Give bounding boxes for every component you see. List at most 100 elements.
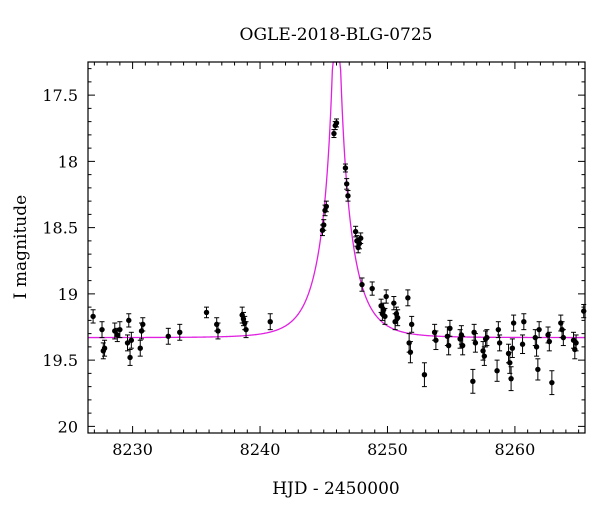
data-marker — [333, 120, 340, 126]
x-axis-label: HJD - 2450000 — [272, 479, 400, 499]
data-marker — [267, 319, 273, 325]
data-point — [471, 323, 477, 341]
data-marker — [137, 345, 143, 351]
data-marker — [90, 313, 96, 320]
data-point — [243, 321, 249, 339]
y-axis-label: I magnitude — [11, 195, 31, 299]
data-marker — [431, 329, 438, 335]
data-point — [99, 321, 105, 339]
data-marker — [99, 326, 105, 333]
data-point — [369, 281, 375, 296]
data-point — [573, 334, 579, 352]
data-point — [472, 333, 479, 353]
data-marker — [114, 332, 121, 338]
y-tick-label: 18 — [58, 152, 78, 171]
data-marker — [421, 372, 428, 378]
data-point — [127, 349, 133, 366]
data-marker — [472, 340, 479, 346]
data-marker — [405, 295, 411, 301]
data-marker — [471, 329, 477, 335]
y-tick-label: 19.5 — [42, 351, 78, 370]
data-marker — [470, 378, 476, 385]
data-marker — [214, 321, 220, 328]
data-point — [405, 289, 411, 307]
data-point — [447, 319, 453, 337]
data-point — [508, 366, 514, 392]
data-marker — [459, 342, 466, 349]
data-marker — [560, 334, 567, 341]
data-marker — [243, 326, 249, 333]
data-marker — [380, 307, 387, 313]
y-tick-label: 18.5 — [42, 219, 78, 238]
data-point — [406, 333, 412, 353]
data-marker — [508, 375, 514, 382]
data-marker — [521, 319, 527, 325]
data-point — [333, 118, 340, 128]
data-marker — [536, 326, 542, 333]
data-point — [352, 225, 359, 238]
data-marker — [533, 344, 540, 350]
data-marker — [127, 354, 133, 361]
data-point — [407, 341, 414, 364]
data-marker — [112, 328, 118, 334]
data-marker — [343, 181, 350, 187]
data-marker — [505, 350, 512, 357]
data-point — [124, 334, 131, 352]
data-marker — [358, 235, 364, 241]
data-marker — [165, 333, 171, 339]
data-point — [521, 313, 527, 331]
data-marker — [510, 320, 517, 326]
data-marker — [203, 309, 210, 316]
data-point — [215, 322, 221, 340]
data-marker — [509, 345, 516, 351]
data-point — [383, 289, 389, 304]
data-marker — [484, 334, 490, 341]
data-point — [203, 306, 210, 319]
data-marker — [407, 349, 414, 355]
plot-frame — [87, 61, 586, 434]
model-curve — [88, 61, 585, 339]
data-marker — [496, 340, 503, 346]
data-point — [140, 317, 146, 332]
data-point — [519, 334, 526, 354]
data-marker — [546, 338, 553, 345]
data-marker — [383, 293, 389, 300]
data-point — [345, 190, 351, 202]
data-point — [459, 335, 466, 356]
data-point — [535, 358, 541, 381]
data-point — [470, 368, 476, 394]
data-point — [421, 362, 428, 388]
data-marker — [345, 193, 351, 199]
data-marker — [382, 313, 388, 320]
data-point — [391, 296, 397, 311]
y-tick-label: 20 — [58, 417, 78, 436]
data-point — [321, 219, 327, 231]
data-marker — [101, 345, 108, 351]
data-marker — [545, 332, 551, 338]
data-point — [128, 331, 135, 349]
data-marker — [321, 222, 327, 228]
data-marker — [406, 340, 412, 346]
data-point — [507, 351, 513, 374]
data-point — [496, 334, 503, 352]
data-marker — [535, 366, 541, 373]
data-point — [112, 322, 118, 340]
data-marker — [369, 285, 375, 292]
data-point — [484, 329, 490, 347]
data-point — [101, 339, 108, 357]
data-point — [359, 277, 365, 292]
data-point — [382, 307, 388, 325]
data-point — [343, 178, 350, 190]
data-point — [533, 337, 540, 357]
data-point — [117, 321, 123, 339]
data-marker — [352, 228, 359, 235]
data-marker — [408, 321, 415, 328]
data-point — [177, 323, 183, 341]
data-marker — [549, 379, 555, 386]
data-point — [342, 163, 349, 173]
y-tick-label: 17.5 — [42, 86, 78, 105]
data-marker — [495, 326, 502, 333]
data-marker — [458, 332, 465, 338]
data-marker — [573, 340, 579, 346]
data-point — [165, 327, 171, 345]
